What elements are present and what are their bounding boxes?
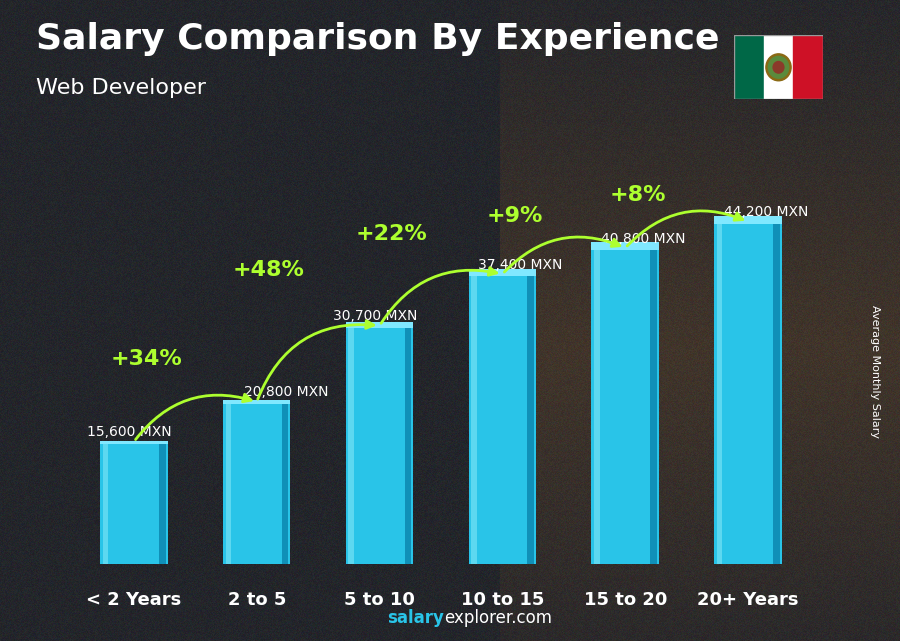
Bar	[591, 250, 659, 564]
Text: Average Monthly Salary: Average Monthly Salary	[869, 305, 880, 438]
Circle shape	[769, 56, 788, 78]
Text: +22%: +22%	[356, 224, 428, 244]
Bar	[282, 404, 289, 564]
Text: +48%: +48%	[233, 260, 305, 280]
Bar	[472, 276, 477, 564]
Bar	[405, 328, 411, 564]
Text: +9%: +9%	[487, 206, 543, 226]
Bar	[763, 35, 794, 99]
Bar	[103, 444, 108, 564]
Bar	[223, 400, 291, 404]
Bar	[734, 35, 763, 99]
Bar	[100, 441, 167, 444]
Text: 5 to 10: 5 to 10	[344, 591, 415, 609]
Bar	[100, 444, 167, 564]
Circle shape	[773, 62, 784, 73]
Text: 15,600 MXN: 15,600 MXN	[87, 426, 172, 440]
Bar	[469, 269, 536, 276]
Bar	[591, 242, 659, 250]
Text: 37,400 MXN: 37,400 MXN	[478, 258, 562, 272]
Text: 10 to 15: 10 to 15	[461, 591, 544, 609]
Text: +8%: +8%	[609, 185, 666, 205]
Bar	[226, 404, 231, 564]
Text: < 2 Years: < 2 Years	[86, 591, 182, 609]
Bar	[651, 250, 657, 564]
Bar	[773, 224, 780, 564]
Bar	[159, 444, 166, 564]
Bar	[717, 224, 723, 564]
Bar	[794, 35, 824, 99]
Bar	[223, 404, 291, 564]
Text: 40,800 MXN: 40,800 MXN	[600, 231, 685, 246]
Bar	[715, 224, 782, 564]
Bar	[346, 322, 413, 328]
Text: 30,700 MXN: 30,700 MXN	[333, 310, 418, 323]
Text: Web Developer: Web Developer	[36, 78, 206, 98]
Text: Salary Comparison By Experience: Salary Comparison By Experience	[36, 22, 719, 56]
Circle shape	[766, 54, 791, 81]
Text: 2 to 5: 2 to 5	[228, 591, 286, 609]
Text: 15 to 20: 15 to 20	[583, 591, 667, 609]
Bar	[346, 328, 413, 564]
Text: explorer.com: explorer.com	[444, 609, 552, 627]
Text: 44,200 MXN: 44,200 MXN	[724, 206, 808, 219]
Bar	[715, 215, 782, 224]
Text: 20,800 MXN: 20,800 MXN	[245, 385, 328, 399]
Bar	[527, 276, 535, 564]
Text: salary: salary	[387, 609, 444, 627]
Bar	[348, 328, 354, 564]
Bar	[469, 276, 536, 564]
Text: +34%: +34%	[111, 349, 182, 369]
Text: 20+ Years: 20+ Years	[698, 591, 799, 609]
Bar	[594, 250, 599, 564]
